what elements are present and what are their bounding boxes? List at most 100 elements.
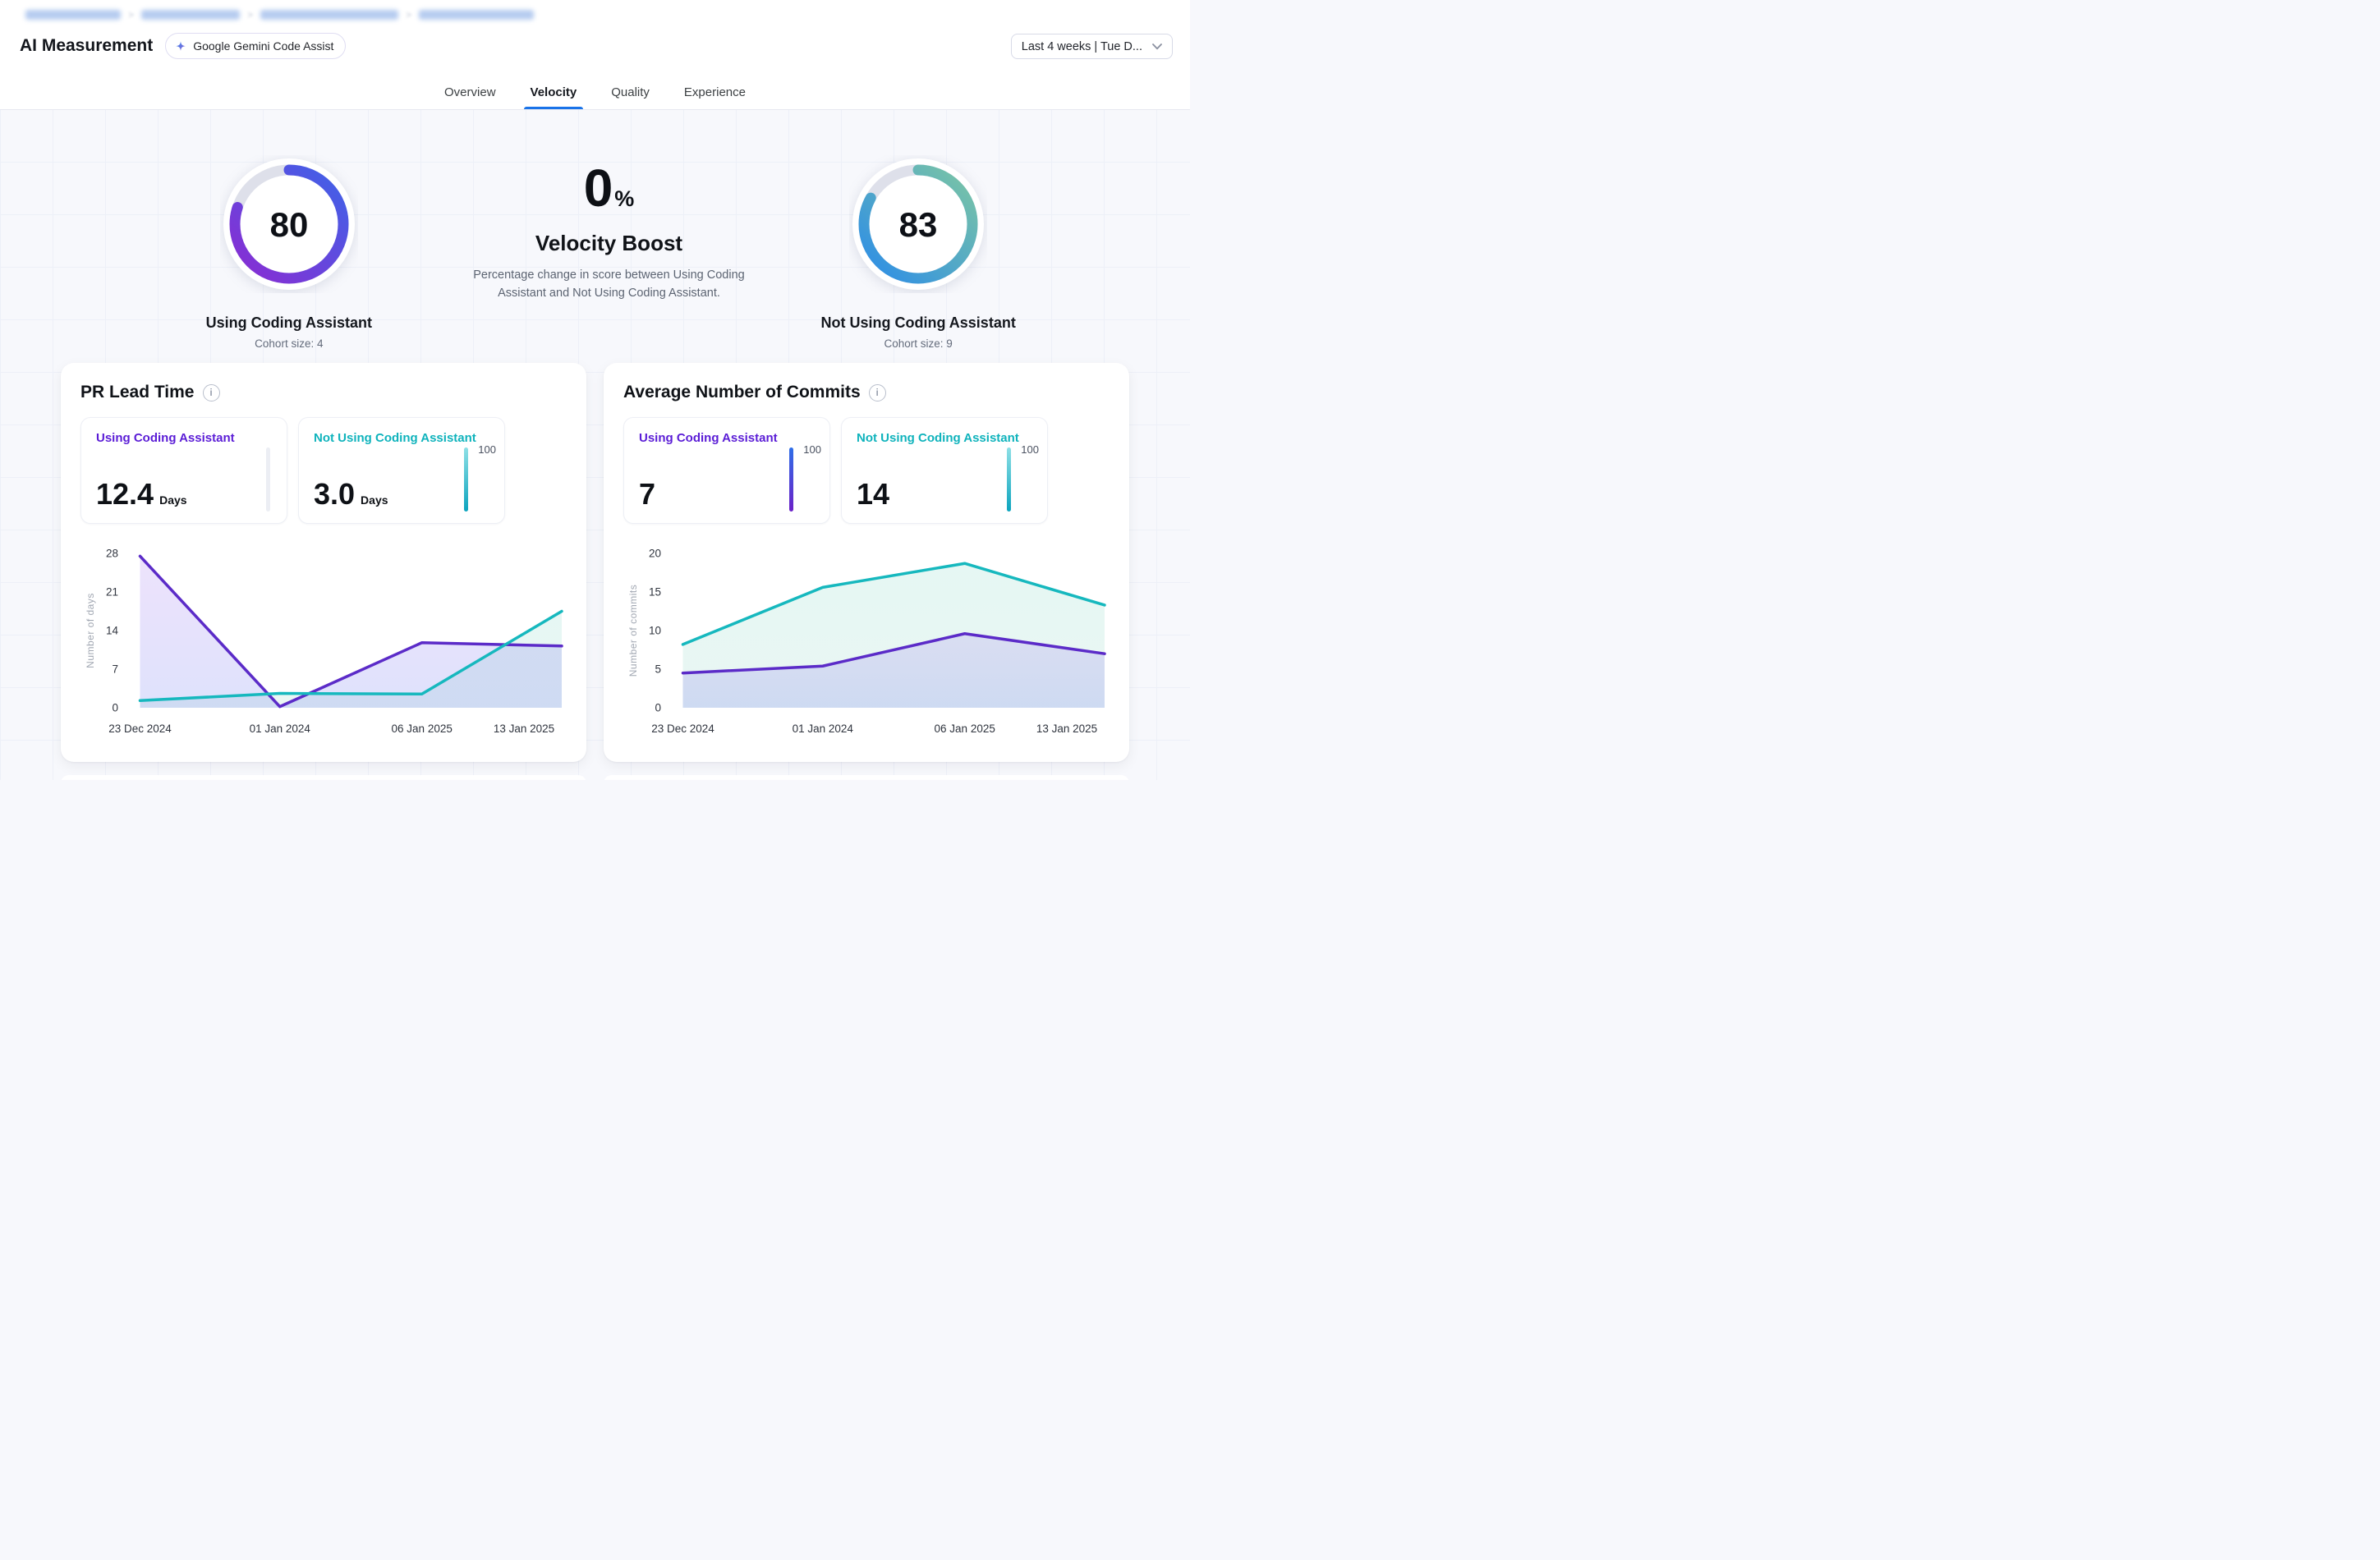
tab-overview[interactable]: Overview	[444, 85, 496, 99]
charts-row: PR Lead Time i Using Coding Assistant 12.…	[61, 363, 1129, 762]
info-icon[interactable]: i	[202, 383, 220, 401]
mini-score-bar	[464, 447, 468, 512]
svg-text:7: 7	[112, 663, 118, 676]
next-row-card-peek	[61, 775, 586, 780]
mini-score-bar	[266, 447, 270, 512]
donut-gauge: 80	[223, 158, 355, 290]
svg-text:5: 5	[655, 663, 661, 676]
chevron-down-icon	[1152, 43, 1162, 49]
bar-max-label: 100	[803, 443, 821, 456]
stat-label: Not Using Coding Assistant	[857, 431, 1019, 445]
title-row: AI Measurement Google Gemini Code Assist	[20, 33, 347, 59]
gauge-using-coding-assistant: 80 Using Coding Assistant Cohort size: 4	[111, 155, 467, 350]
svg-text:06 Jan 2025: 06 Jan 2025	[935, 723, 995, 735]
summary-section: 80 Using Coding Assistant Cohort size: 4 0…	[0, 109, 1190, 350]
gauge-label: Using Coding Assistant	[205, 314, 372, 331]
boost-percent-sign: %	[614, 186, 635, 211]
svg-text:28: 28	[106, 548, 118, 560]
gemini-star-icon	[176, 41, 186, 51]
stat-number: 14	[857, 477, 890, 511]
gemini-badge: Google Gemini Code Assist	[165, 33, 347, 59]
tab-experience[interactable]: Experience	[683, 85, 746, 99]
bar-max-label: 100	[1021, 443, 1039, 456]
donut-gauge: 83	[852, 158, 985, 290]
breadcrumb-separator: >	[247, 9, 254, 21]
breadcrumb-separator: >	[128, 9, 135, 21]
stat-number: 12.4	[96, 477, 154, 511]
chart-area: 0 5 10 15 20 Number of commits 23 Dec 2024 01 J…	[623, 540, 1110, 741]
stat-card: Using Coding Assistant 12.4 Days	[80, 417, 287, 524]
svg-text:01 Jan 2024: 01 Jan 2024	[793, 723, 854, 735]
bar-max-label: 100	[478, 443, 496, 456]
stat-value: 3.0 Days	[314, 477, 388, 512]
stat-card: Using Coding Assistant 100 7	[623, 417, 830, 524]
breadcrumb-segment[interactable]	[141, 10, 241, 20]
svg-text:Number of commits: Number of commits	[627, 585, 639, 677]
next-row-card-peek	[604, 775, 1129, 780]
card-title: Average Number of Commits	[623, 383, 861, 401]
svg-text:15: 15	[649, 586, 661, 599]
main-content: 80 Using Coding Assistant Cohort size: 4 0…	[0, 109, 1190, 780]
breadcrumb-segment[interactable]	[25, 10, 121, 20]
stat-number: 7	[639, 477, 656, 511]
page-title: AI Measurement	[20, 36, 154, 55]
svg-text:06 Jan 2025: 06 Jan 2025	[392, 723, 453, 735]
boost-number: 0	[583, 158, 613, 218]
mini-score-bar	[789, 447, 793, 512]
svg-text:13 Jan 2025: 13 Jan 2025	[494, 723, 554, 735]
svg-text:13 Jan 2025: 13 Jan 2025	[1036, 723, 1097, 735]
velocity-boost-block: 0 % Velocity Boost Percentage change in …	[431, 162, 788, 350]
stat-unit: Days	[361, 493, 388, 507]
svg-text:01 Jan 2024: 01 Jan 2024	[250, 723, 311, 735]
gauge-not-using-coding-assistant: 83 Not Using Coding Assistant Cohort size:…	[740, 155, 1096, 350]
gauge-cohort-size: Cohort size: 9	[884, 337, 953, 350]
tab-bar: Overview Velocity Quality Experience	[0, 80, 1190, 109]
stat-unit: Days	[159, 493, 187, 507]
gauge-label: Not Using Coding Assistant	[820, 314, 1016, 331]
stats-row: Using Coding Assistant 12.4 Days Not Using …	[80, 417, 567, 524]
mini-score-bar	[1007, 447, 1011, 512]
svg-text:14: 14	[106, 625, 119, 637]
info-icon[interactable]: i	[868, 383, 886, 401]
stat-value: 7	[639, 477, 655, 512]
metric-card: PR Lead Time i Using Coding Assistant 12.…	[61, 363, 586, 762]
svg-text:23 Dec 2024: 23 Dec 2024	[108, 723, 172, 735]
stat-value: 12.4 Days	[96, 477, 187, 512]
date-filter-label: Last 4 weeks | Tue D...	[1021, 39, 1142, 53]
svg-text:10: 10	[649, 625, 661, 637]
svg-text:Number of days: Number of days	[85, 593, 96, 668]
metric-card: Average Number of Commits i Using Coding…	[604, 363, 1129, 762]
stat-label: Not Using Coding Assistant	[314, 431, 476, 445]
tab-quality[interactable]: Quality	[611, 85, 650, 99]
stat-label: Using Coding Assistant	[96, 431, 235, 445]
boost-title: Velocity Boost	[535, 231, 683, 255]
stat-value: 14	[857, 477, 889, 512]
tab-velocity[interactable]: Velocity	[523, 80, 584, 109]
date-filter-dropdown[interactable]: Last 4 weeks | Tue D...	[1010, 34, 1173, 59]
card-header: Average Number of Commits i	[623, 383, 1110, 402]
area-chart: 0 5 10 15 20 Number of commits 23 Dec 2024 01 J…	[627, 548, 1106, 735]
boost-description: Percentage change in score between Using…	[473, 268, 745, 300]
chart-area: 0 7 14 21 28 Number of days 23 Dec 2024 01 Jan …	[80, 540, 567, 741]
card-header: PR Lead Time i	[80, 383, 567, 402]
gemini-badge-label: Google Gemini Code Assist	[193, 39, 334, 53]
velocity-boost-value: 0 %	[431, 162, 788, 214]
stat-card: Not Using Coding Assistant 100 3.0 Days	[298, 417, 505, 524]
app-root: > > > AI Measurement Google Gemini Code As…	[0, 0, 1190, 780]
svg-text:20: 20	[649, 548, 661, 560]
card-title: PR Lead Time	[80, 383, 195, 401]
breadcrumb-segment[interactable]	[260, 10, 399, 20]
breadcrumb-separator: >	[406, 9, 412, 21]
breadcrumb-segment[interactable]	[419, 10, 535, 20]
stat-number: 3.0	[314, 477, 356, 511]
svg-text:83: 83	[899, 205, 938, 244]
svg-text:23 Dec 2024: 23 Dec 2024	[651, 723, 714, 735]
svg-text:0: 0	[112, 702, 118, 714]
breadcrumb: > > >	[25, 9, 535, 21]
svg-text:21: 21	[106, 586, 118, 599]
svg-text:0: 0	[655, 702, 661, 714]
stat-label: Using Coding Assistant	[639, 431, 778, 445]
header: > > > AI Measurement Google Gemini Code As…	[0, 0, 1190, 110]
svg-text:80: 80	[269, 205, 308, 244]
stat-card: Not Using Coding Assistant 100 14	[841, 417, 1048, 524]
